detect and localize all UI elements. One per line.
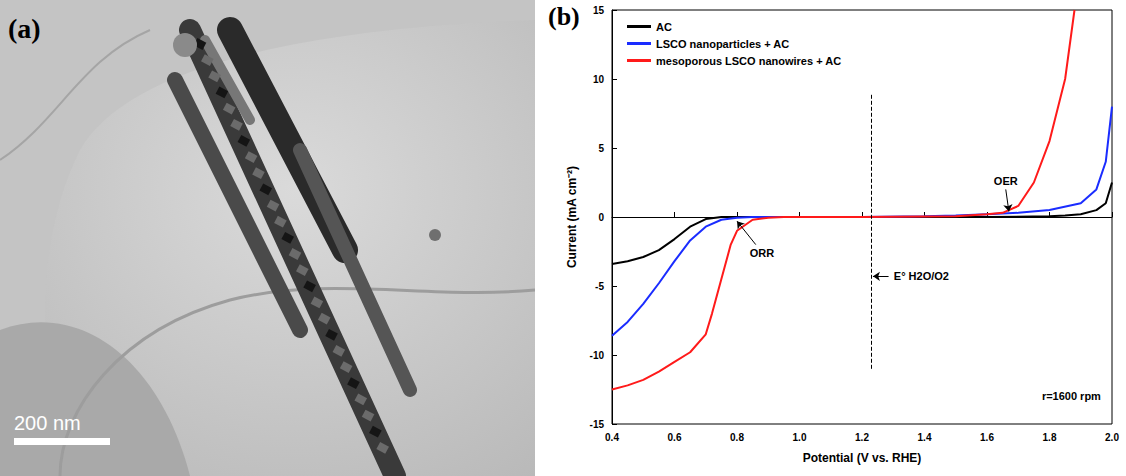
svg-text:-15: -15 bbox=[590, 419, 605, 430]
svg-text:E° H2O/O2: E° H2O/O2 bbox=[894, 270, 949, 282]
svg-text:(a): (a) bbox=[8, 13, 41, 44]
svg-text:ORR: ORR bbox=[750, 247, 775, 259]
svg-text:1.0: 1.0 bbox=[793, 432, 807, 443]
svg-text:15: 15 bbox=[593, 5, 605, 16]
svg-text:Potential (V vs. RHE): Potential (V vs. RHE) bbox=[803, 451, 922, 465]
svg-text:0.6: 0.6 bbox=[668, 432, 682, 443]
svg-text:0.4: 0.4 bbox=[605, 432, 619, 443]
svg-text:-10: -10 bbox=[590, 350, 605, 361]
svg-text:mesoporous LSCO nanowires + AC: mesoporous LSCO nanowires + AC bbox=[656, 55, 841, 67]
svg-text:200 nm: 200 nm bbox=[14, 412, 81, 434]
svg-text:1.6: 1.6 bbox=[980, 432, 994, 443]
html-text:(b): (b) bbox=[548, 2, 580, 31]
svg-text:0.8: 0.8 bbox=[730, 432, 744, 443]
svg-text:LSCO nanoparticles + AC: LSCO nanoparticles + AC bbox=[656, 38, 789, 50]
svg-text:OER: OER bbox=[994, 175, 1018, 187]
svg-text:Current (mA cm⁻²): Current (mA cm⁻²) bbox=[565, 166, 579, 268]
svg-text:1.4: 1.4 bbox=[918, 432, 932, 443]
svg-text:5: 5 bbox=[598, 143, 604, 154]
svg-text:AC: AC bbox=[656, 21, 672, 33]
svg-text:-5: -5 bbox=[595, 281, 604, 292]
svg-text:r=1600 rpm: r=1600 rpm bbox=[1042, 390, 1101, 402]
svg-text:2.0: 2.0 bbox=[1105, 432, 1119, 443]
svg-text:1.2: 1.2 bbox=[855, 432, 869, 443]
svg-text:10: 10 bbox=[593, 74, 605, 85]
svg-text:1.8: 1.8 bbox=[1043, 432, 1057, 443]
svg-text:0: 0 bbox=[598, 212, 604, 223]
